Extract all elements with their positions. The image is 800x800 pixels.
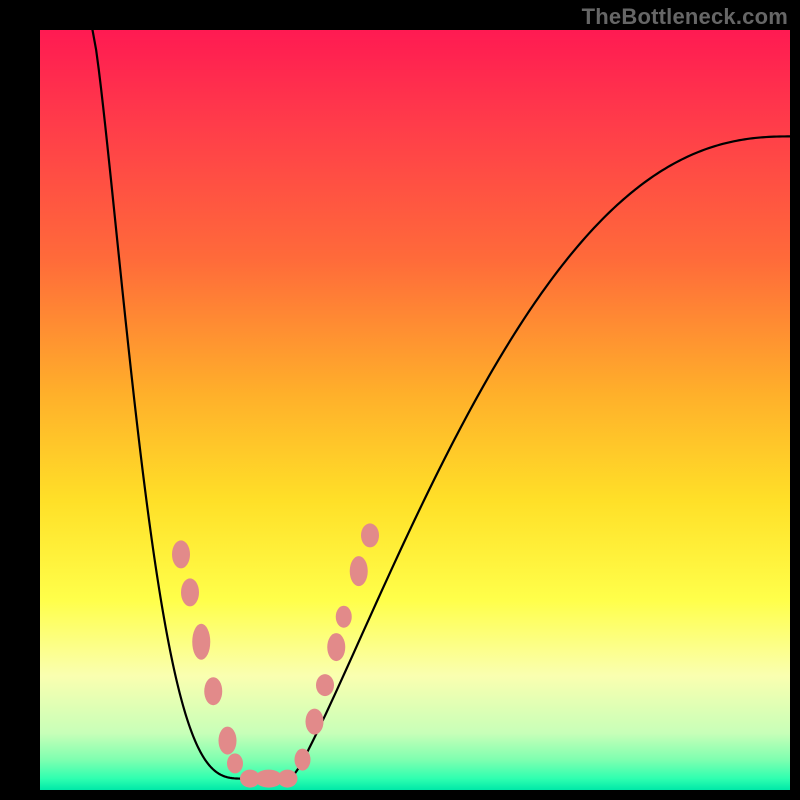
marker-point bbox=[181, 578, 199, 606]
marker-point bbox=[361, 523, 379, 547]
marker-point bbox=[204, 677, 222, 705]
marker-point bbox=[172, 540, 190, 568]
chart-background bbox=[40, 30, 790, 790]
marker-point bbox=[227, 753, 243, 773]
chart-svg bbox=[40, 30, 790, 790]
marker-point bbox=[192, 624, 210, 660]
marker-point bbox=[350, 556, 368, 586]
marker-point bbox=[306, 709, 324, 735]
marker-point bbox=[336, 606, 352, 628]
watermark-text: TheBottleneck.com bbox=[582, 4, 788, 30]
marker-point bbox=[316, 674, 334, 696]
marker-point bbox=[278, 770, 298, 788]
marker-point bbox=[295, 749, 311, 771]
chart-plot-area bbox=[40, 30, 790, 790]
marker-point bbox=[327, 633, 345, 661]
marker-point bbox=[219, 727, 237, 755]
